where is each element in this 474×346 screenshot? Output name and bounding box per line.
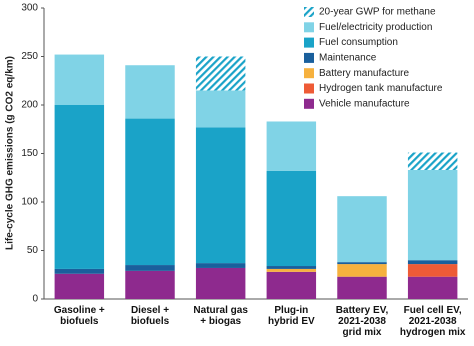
x-tick-label: Natural gas + biogas — [193, 305, 248, 327]
y-tick-label: 200 — [21, 100, 38, 111]
bar-segment — [195, 127, 246, 264]
y-tick-label: 300 — [21, 3, 38, 14]
legend-swatch — [304, 83, 314, 94]
legend-label: Fuel consumption — [319, 37, 398, 48]
bar-segment — [195, 263, 246, 268]
y-tick-label: 100 — [21, 197, 38, 208]
y-tick-label: 0 — [32, 294, 38, 305]
bar-segment — [266, 266, 317, 269]
bar-segment — [54, 105, 105, 269]
bar-segment — [407, 276, 458, 299]
legend-label: Fuel/electricity production — [319, 22, 432, 33]
legend-swatch — [304, 22, 314, 33]
bar-segment — [54, 273, 105, 299]
bar-segment — [266, 170, 317, 267]
x-tick-label: Gasoline + biofuels — [53, 305, 105, 327]
y-tick-label: 50 — [27, 245, 39, 256]
bar-segment — [54, 54, 105, 105]
bar-segment — [337, 196, 387, 263]
bar-segment — [407, 169, 458, 261]
bar-segment — [337, 276, 387, 299]
bar-segment — [337, 262, 387, 265]
y-tick-label: 250 — [21, 51, 38, 62]
x-tick-label: Diesel + biofuels — [130, 305, 170, 327]
bar-segment — [266, 268, 317, 272]
legend-label: 20-year GWP for methane — [319, 7, 436, 18]
bar-segment — [125, 265, 175, 271]
bar-segment — [407, 264, 458, 277]
bar-segment — [407, 260, 458, 265]
bar-segment — [125, 270, 175, 299]
bar-segment — [125, 118, 175, 266]
bar-segment — [407, 152, 458, 170]
bar-segment — [54, 268, 105, 274]
y-tick-label: 150 — [21, 148, 38, 159]
bar-segment — [195, 56, 246, 91]
legend-swatch — [304, 68, 314, 79]
legend-label: Maintenance — [319, 53, 377, 64]
legend-label: Vehicle manufacture — [319, 98, 410, 109]
bar-segment — [266, 121, 317, 171]
legend-label: Battery manufacture — [319, 68, 409, 79]
legend-label: Hydrogen tank manufacture — [319, 83, 443, 94]
legend-swatch — [304, 7, 314, 17]
x-tick-label: Plug-in hybrid EV — [267, 305, 315, 327]
bar-segment — [337, 264, 387, 277]
legend-swatch — [304, 98, 314, 109]
bar-segment — [125, 65, 175, 119]
legend-swatch — [304, 52, 314, 63]
x-tick-label: Battery EV, 2021-2038 grid mix — [335, 305, 389, 338]
y-axis-label: Life-cycle GHG emissions (g CO2 eq/km) — [5, 56, 16, 250]
bar-segment — [195, 90, 246, 128]
bar-segment — [195, 267, 246, 299]
x-tick-label: Fuel cell EV, 2021-2038 hydrogen mix — [399, 305, 466, 338]
legend-swatch — [304, 37, 314, 48]
bar-segment — [266, 271, 317, 299]
